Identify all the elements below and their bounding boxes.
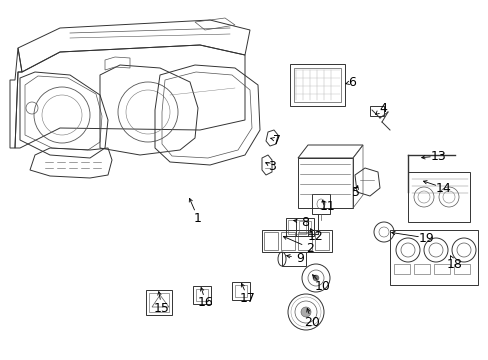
Bar — [231, 282, 249, 300]
Text: 3: 3 — [267, 159, 275, 172]
Bar — [193, 286, 210, 304]
Bar — [196, 289, 207, 301]
Bar — [407, 172, 469, 222]
Bar — [393, 264, 409, 274]
Bar — [289, 64, 345, 106]
Bar — [146, 290, 172, 315]
Bar — [287, 220, 305, 234]
Text: 20: 20 — [304, 315, 319, 328]
Text: 4: 4 — [378, 102, 386, 114]
Text: 1: 1 — [194, 211, 202, 225]
Bar — [413, 264, 429, 274]
Text: 18: 18 — [446, 257, 462, 270]
Text: 8: 8 — [301, 216, 308, 229]
Bar — [311, 194, 329, 214]
Bar — [369, 106, 383, 116]
Bar — [282, 252, 305, 266]
Bar — [389, 230, 477, 285]
Circle shape — [301, 307, 310, 317]
Text: 16: 16 — [198, 297, 213, 310]
Bar — [149, 293, 169, 312]
Bar — [264, 232, 278, 250]
Bar — [285, 218, 307, 236]
Text: 15: 15 — [154, 302, 170, 315]
Text: 7: 7 — [272, 134, 281, 147]
Text: 13: 13 — [430, 149, 446, 162]
Bar — [297, 158, 352, 208]
Circle shape — [312, 275, 318, 281]
Bar — [262, 230, 331, 252]
Text: 12: 12 — [307, 230, 323, 243]
Text: 17: 17 — [240, 292, 255, 305]
Text: 9: 9 — [295, 252, 304, 265]
Text: 6: 6 — [347, 76, 355, 89]
Text: 11: 11 — [320, 201, 335, 213]
Bar — [453, 264, 469, 274]
Text: 5: 5 — [351, 185, 359, 198]
Text: 2: 2 — [305, 242, 313, 255]
Text: 10: 10 — [314, 279, 330, 292]
Bar — [281, 232, 294, 250]
Bar — [297, 232, 311, 250]
Bar — [433, 264, 449, 274]
Bar — [235, 285, 246, 297]
Text: 19: 19 — [418, 231, 434, 244]
Bar — [293, 68, 340, 102]
Bar — [314, 232, 328, 250]
Bar — [295, 218, 313, 236]
Text: 14: 14 — [435, 181, 451, 194]
Bar — [298, 221, 310, 233]
